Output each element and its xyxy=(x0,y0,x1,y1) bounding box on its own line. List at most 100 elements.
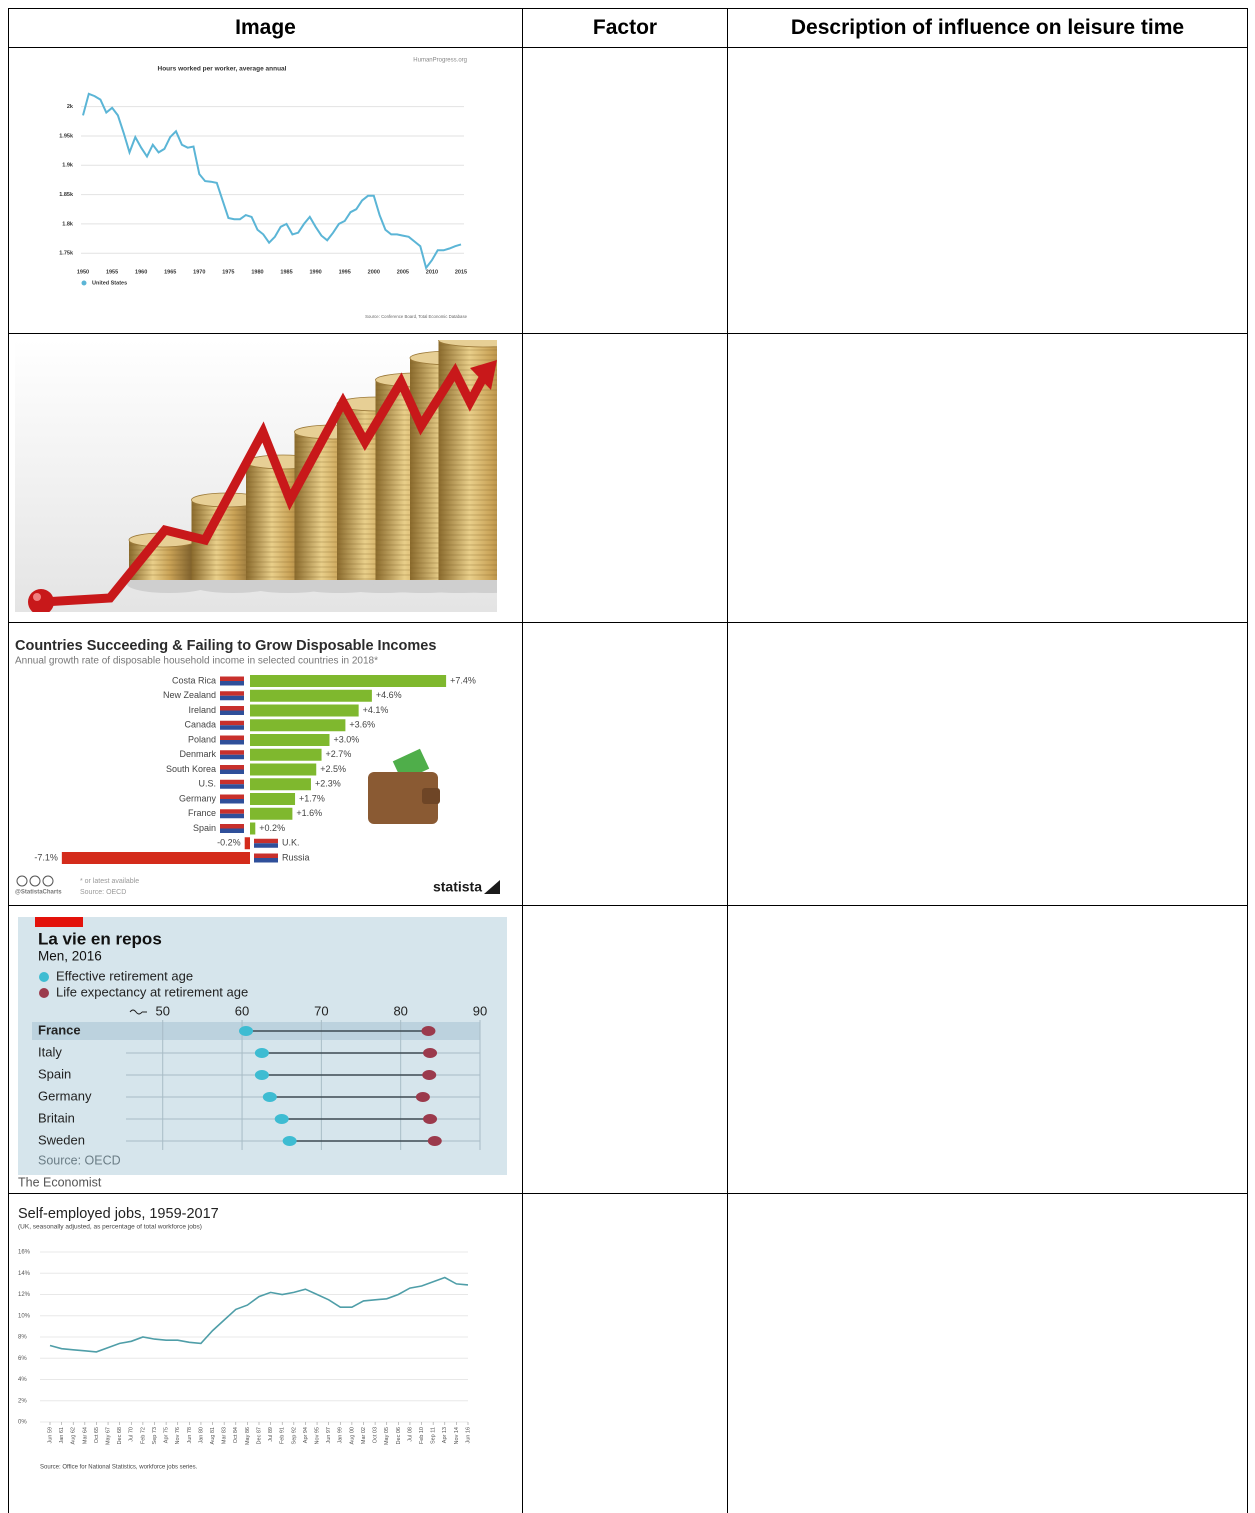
category-label: New Zealand xyxy=(163,690,216,700)
dot xyxy=(275,1114,289,1124)
legend-marker xyxy=(39,988,49,998)
category-label: U.K. xyxy=(282,838,300,848)
y-tick-label: 4% xyxy=(18,1377,27,1383)
table-border xyxy=(8,622,1248,623)
chart-title: Hours worked per worker, average annual xyxy=(158,66,287,73)
dot xyxy=(283,1136,297,1146)
publisher: The Economist xyxy=(18,1175,102,1189)
category-label: Russia xyxy=(282,852,310,862)
bar xyxy=(250,778,311,790)
table-border xyxy=(8,1193,1248,1194)
coins-illustration xyxy=(15,340,497,612)
x-tick-label: May 86 xyxy=(245,1427,251,1445)
bar xyxy=(250,719,345,731)
x-tick-label: 60 xyxy=(235,1003,249,1018)
flag xyxy=(220,750,244,755)
x-tick-label: Oct 65 xyxy=(94,1427,100,1443)
x-tick-label: Jun 59 xyxy=(47,1427,53,1444)
y-tick-label: 10% xyxy=(18,1313,31,1319)
x-tick-label: Jun 97 xyxy=(326,1427,332,1444)
bar xyxy=(250,793,295,805)
legend-label: Life expectancy at retirement age xyxy=(56,984,248,999)
x-tick-label: Sep 11 xyxy=(431,1427,437,1444)
flag xyxy=(220,691,244,696)
brand: statista xyxy=(433,879,482,895)
x-tick-label: Nov 95 xyxy=(315,1427,321,1444)
y-tick-label: 1.8k xyxy=(62,221,74,227)
table-border xyxy=(727,8,728,1513)
dot xyxy=(416,1092,430,1102)
footnote: * or latest available xyxy=(80,878,139,885)
category-label: U.S. xyxy=(198,779,216,789)
flag xyxy=(220,780,244,785)
value-label: -7.1% xyxy=(34,852,58,862)
category-label: South Korea xyxy=(166,764,216,774)
flag xyxy=(220,736,244,741)
value-label: +4.6% xyxy=(376,690,402,700)
flag xyxy=(220,765,244,770)
flag xyxy=(220,824,244,829)
value-label: +1.6% xyxy=(296,808,322,818)
y-tick-label: 12% xyxy=(18,1292,31,1298)
bar xyxy=(250,749,322,761)
value-label: +2.3% xyxy=(315,779,341,789)
y-tick-label: 8% xyxy=(18,1335,27,1341)
x-tick-label: Oct 84 xyxy=(233,1427,239,1443)
y-tick-label: 1.85k xyxy=(59,192,74,198)
bar xyxy=(250,675,446,687)
category-label: Costa Rica xyxy=(172,675,216,685)
category-label: Italy xyxy=(38,1044,62,1059)
flag xyxy=(220,721,244,726)
x-tick-label: 1965 xyxy=(164,269,176,275)
x-tick-label: Feb 10 xyxy=(419,1427,425,1444)
flag xyxy=(220,706,244,711)
flag xyxy=(220,725,244,730)
flag xyxy=(220,770,244,775)
header-cell: Factor xyxy=(523,8,727,47)
x-tick-label: Jan 80 xyxy=(198,1427,204,1444)
flag xyxy=(220,677,244,682)
source-note: Source: Office for National Statistics, … xyxy=(40,1465,198,1471)
x-tick-label: Dec 68 xyxy=(117,1427,123,1444)
value-label: +3.0% xyxy=(334,734,360,744)
category-label: France xyxy=(38,1022,81,1037)
chart-subtitle: Men, 2016 xyxy=(38,949,102,964)
bar xyxy=(62,852,250,864)
x-tick-label: 80 xyxy=(393,1003,407,1018)
category-label: Canada xyxy=(184,720,216,730)
table-border xyxy=(8,47,1248,48)
x-tick-label: 2015 xyxy=(455,269,467,275)
x-tick-label: 2010 xyxy=(426,269,438,275)
x-tick-label: Oct 03 xyxy=(373,1427,379,1443)
y-tick-label: 2% xyxy=(18,1398,27,1404)
flag xyxy=(220,696,244,701)
page: {"table": { "header": ["Image", "Factor"… xyxy=(0,0,1255,1513)
flag xyxy=(220,784,244,789)
bar xyxy=(250,808,292,820)
x-tick-label: 1955 xyxy=(106,269,118,275)
category-label: Germany xyxy=(179,793,217,803)
chart-subtitle: (UK, seasonally adjusted, as percentage … xyxy=(18,1224,202,1231)
legend-marker xyxy=(82,281,87,286)
table-border xyxy=(8,8,9,1513)
flag xyxy=(220,740,244,745)
x-tick-label: 1985 xyxy=(280,269,292,275)
category-label: Germany xyxy=(38,1088,92,1103)
flag xyxy=(254,839,278,844)
brand-tag xyxy=(35,917,83,927)
x-tick-label: 1975 xyxy=(222,269,234,275)
header-cell: Image xyxy=(9,8,522,47)
x-tick-label: Aug 81 xyxy=(210,1427,216,1444)
self-employed-chart: Self-employed jobs, 1959-2017(UK, season… xyxy=(12,1200,482,1480)
x-tick-label: Jan 61 xyxy=(59,1427,65,1444)
category-label: France xyxy=(188,808,216,818)
dot xyxy=(263,1092,277,1102)
bar xyxy=(250,734,330,746)
dot xyxy=(428,1136,442,1146)
dot xyxy=(255,1048,269,1058)
x-tick-label: 1990 xyxy=(309,269,321,275)
x-tick-label: Nov 76 xyxy=(175,1427,181,1444)
x-tick-label: Apr 75 xyxy=(164,1427,170,1443)
table-border xyxy=(8,333,1248,334)
x-tick-label: Apr 94 xyxy=(303,1427,309,1443)
